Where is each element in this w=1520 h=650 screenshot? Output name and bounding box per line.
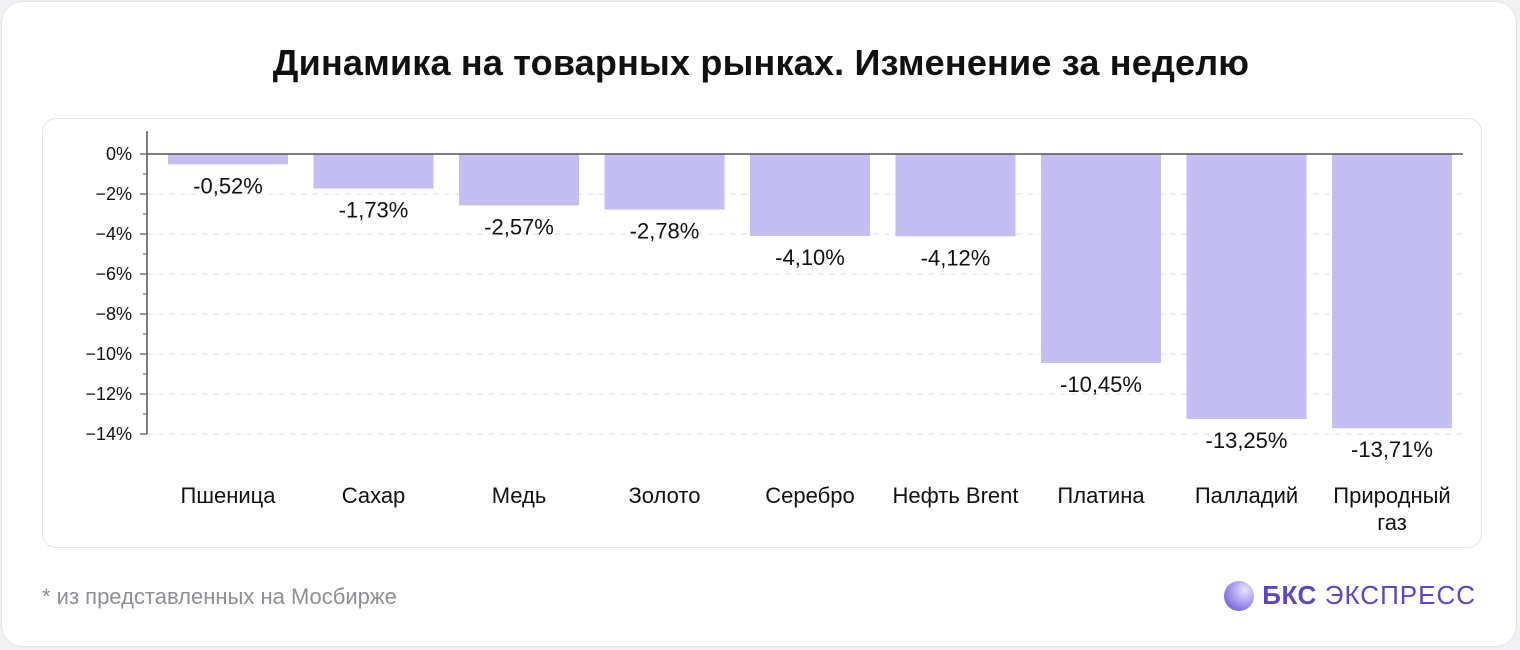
- y-tick-label: −14%: [85, 424, 132, 444]
- x-tick-label: Природный: [1333, 483, 1450, 508]
- y-tick-label: −10%: [85, 344, 132, 364]
- data-label: -4,12%: [921, 245, 991, 270]
- data-label: -4,10%: [775, 245, 845, 270]
- bar: [895, 154, 1016, 237]
- x-tick-label: Платина: [1057, 483, 1145, 508]
- x-tick-label: газ: [1377, 510, 1407, 535]
- x-tick-label: Нефть Brent: [893, 483, 1019, 508]
- x-tick-label: Пшеница: [181, 483, 277, 508]
- brand-bks: БКС: [1262, 580, 1317, 610]
- y-tick-label: −12%: [85, 384, 132, 404]
- brand-express: ЭКСПРЕСС: [1324, 580, 1476, 610]
- y-tick-label: −6%: [95, 264, 132, 284]
- y-tick-label: −8%: [95, 304, 132, 324]
- bar: [1186, 154, 1307, 419]
- x-tick-label: Сахар: [342, 483, 406, 508]
- data-label: -13,25%: [1206, 428, 1288, 453]
- y-tick-label: 0%: [106, 144, 132, 164]
- bar: [1332, 154, 1452, 429]
- bar: [750, 154, 870, 236]
- data-label: -2,57%: [484, 214, 554, 239]
- x-tick-label: Золото: [629, 483, 701, 508]
- chart-title: Динамика на товарных рынках. Изменение з…: [272, 42, 1250, 83]
- bar: [604, 154, 725, 210]
- bar: [313, 154, 434, 189]
- data-label: -1,73%: [339, 198, 409, 223]
- footnote: * из представленных на Мосбирже: [42, 584, 397, 609]
- data-label: -13,71%: [1351, 437, 1433, 462]
- bar: [1041, 154, 1161, 363]
- x-tick-label: Палладий: [1195, 483, 1298, 508]
- data-label: -0,52%: [193, 173, 263, 198]
- data-label: -2,78%: [630, 219, 700, 244]
- y-tick-label: −2%: [95, 184, 132, 204]
- x-tick-label: Серебро: [765, 483, 854, 508]
- bks-sphere-logo-icon: [1224, 580, 1255, 611]
- y-tick-label: −4%: [95, 224, 132, 244]
- data-label: -10,45%: [1060, 372, 1142, 397]
- x-tick-label: Медь: [492, 483, 547, 508]
- bar: [168, 154, 288, 165]
- bar: [459, 154, 579, 206]
- brand-logo: БКС ЭКСПРЕСС: [1224, 580, 1476, 611]
